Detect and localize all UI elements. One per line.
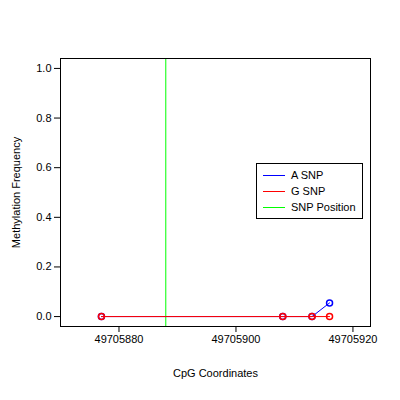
svg-text:0.2: 0.2 [36,260,51,272]
svg-text:0.0: 0.0 [36,310,51,322]
svg-text:0.8: 0.8 [36,112,51,124]
svg-text:CpG Coordinates: CpG Coordinates [173,367,258,379]
svg-text:0.6: 0.6 [36,161,51,173]
html-text:G SNP: G SNP [291,185,326,197]
svg-text:1.0: 1.0 [36,62,51,74]
html-text:A SNP: A SNP [291,169,324,181]
svg-text:Methylation Frequency: Methylation Frequency [10,136,22,248]
svg-text:0.4: 0.4 [36,211,51,223]
svg-text:49705900: 49705900 [211,333,260,345]
svg-text:49705880: 49705880 [95,333,144,345]
svg-text:49705920: 49705920 [328,333,377,345]
html-text:SNP Position: SNP Position [291,201,356,213]
